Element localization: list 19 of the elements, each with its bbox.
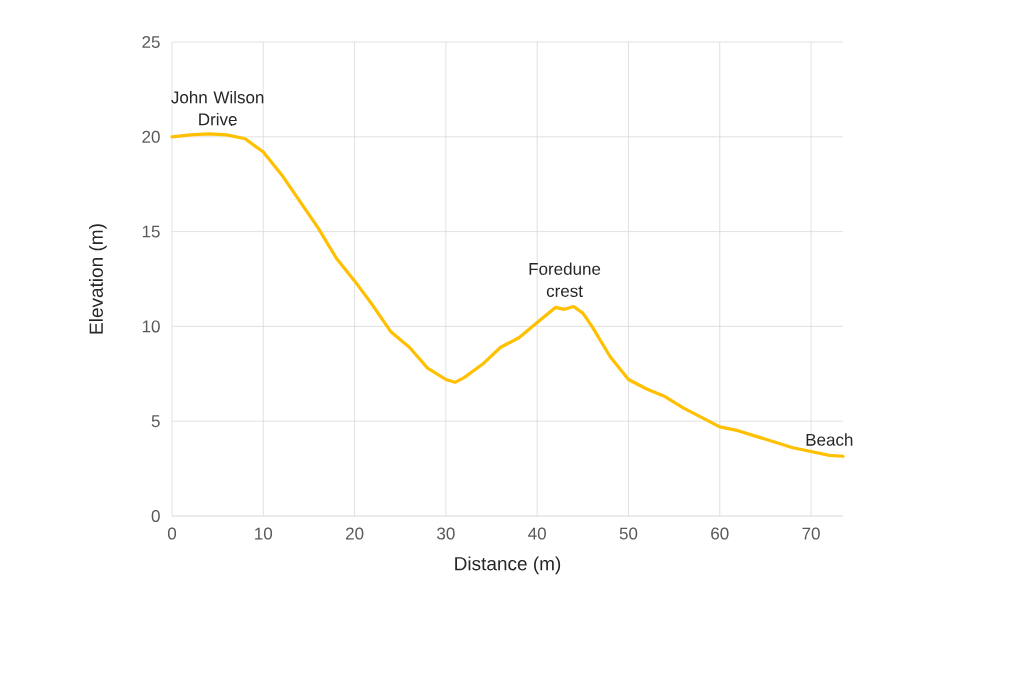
x-tick-label: 40 [528, 527, 546, 540]
y-axis-title: Elevation (m) [88, 224, 107, 334]
x-tick-label: 20 [346, 527, 364, 540]
x-axis-title: Distance (m) [455, 556, 561, 575]
annotation: Foredune crest [529, 262, 601, 297]
x-tick-label: 70 [802, 527, 820, 540]
y-tick-label: 15 [142, 225, 160, 238]
annotation: John Wilson Drive [171, 90, 264, 126]
y-tick-label: 20 [142, 130, 160, 143]
y-tick-label: 10 [142, 320, 160, 333]
x-tick-label: 0 [167, 527, 177, 540]
x-tick-label: 60 [711, 527, 729, 540]
y-tick-label: 25 [142, 35, 160, 49]
annotation: Beach [806, 433, 853, 446]
x-tick-label: 50 [619, 527, 638, 540]
x-tick-label: 10 [255, 527, 273, 540]
y-tick-label: 5 [151, 415, 160, 428]
x-tick-label: 30 [437, 527, 455, 540]
y-tick-label: 0 [151, 509, 160, 523]
